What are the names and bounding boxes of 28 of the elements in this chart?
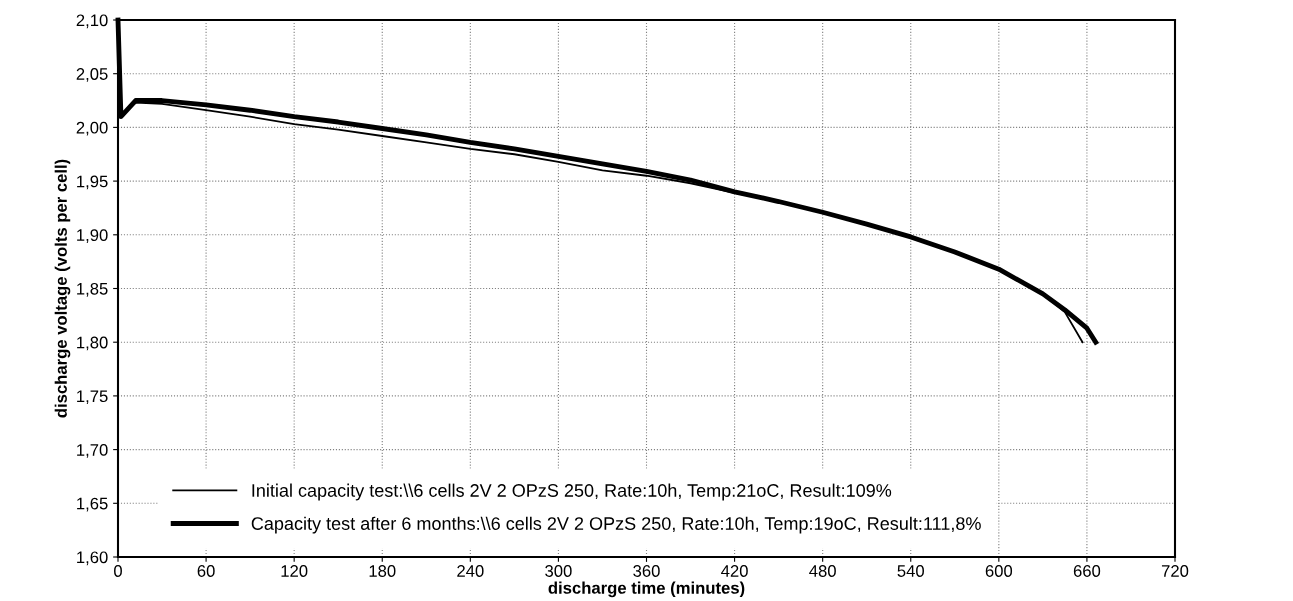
x-tick-label: 480 xyxy=(809,565,836,577)
x-tick-label: 120 xyxy=(281,565,308,577)
x-axis-title: discharge time (minutes) xyxy=(548,581,745,598)
x-tick-label: 300 xyxy=(545,565,572,577)
x-tick-label: 240 xyxy=(457,565,484,577)
y-tick-label: 1,70 xyxy=(77,444,108,458)
x-tick-label: 600 xyxy=(985,565,1013,577)
y-tick-label: 2,10 xyxy=(76,14,108,29)
y-tick-label: 1,60 xyxy=(77,551,108,566)
y-tick-label: 1,90 xyxy=(77,229,108,243)
x-tick-label: 0 xyxy=(114,565,122,577)
legend-label: Initial capacity test:\\6 cells 2V 2 OPzS 250, Rate:10h, Temp:21oC, Result:109% xyxy=(252,483,892,501)
legend-label: Capacity test after 6 months:\\6 cells 2V 2 OPzS 250, Rate:10h, Temp:19oC, Result:111,8% xyxy=(251,516,981,534)
y-tick-label: 1,65 xyxy=(77,497,108,512)
x-tick-label: 60 xyxy=(197,565,215,577)
y-axis-title: discharge voltage (volts per cell) xyxy=(54,159,71,418)
x-tick-label: 660 xyxy=(1073,565,1101,577)
y-tick-label: 1,80 xyxy=(77,336,108,351)
x-tick-label: 360 xyxy=(633,565,660,577)
y-tick-label: 1,75 xyxy=(77,390,108,405)
y-tick-label: 1,95 xyxy=(77,175,108,190)
y-tick-label: 2,00 xyxy=(76,121,108,136)
x-tick-label: 420 xyxy=(721,565,748,577)
x-tick-label: 720 xyxy=(1161,565,1189,577)
y-tick-label: 1,85 xyxy=(77,282,108,297)
y-tick-label: 2,05 xyxy=(76,68,108,82)
x-tick-label: 180 xyxy=(369,565,396,577)
x-tick-label: 540 xyxy=(897,565,924,577)
